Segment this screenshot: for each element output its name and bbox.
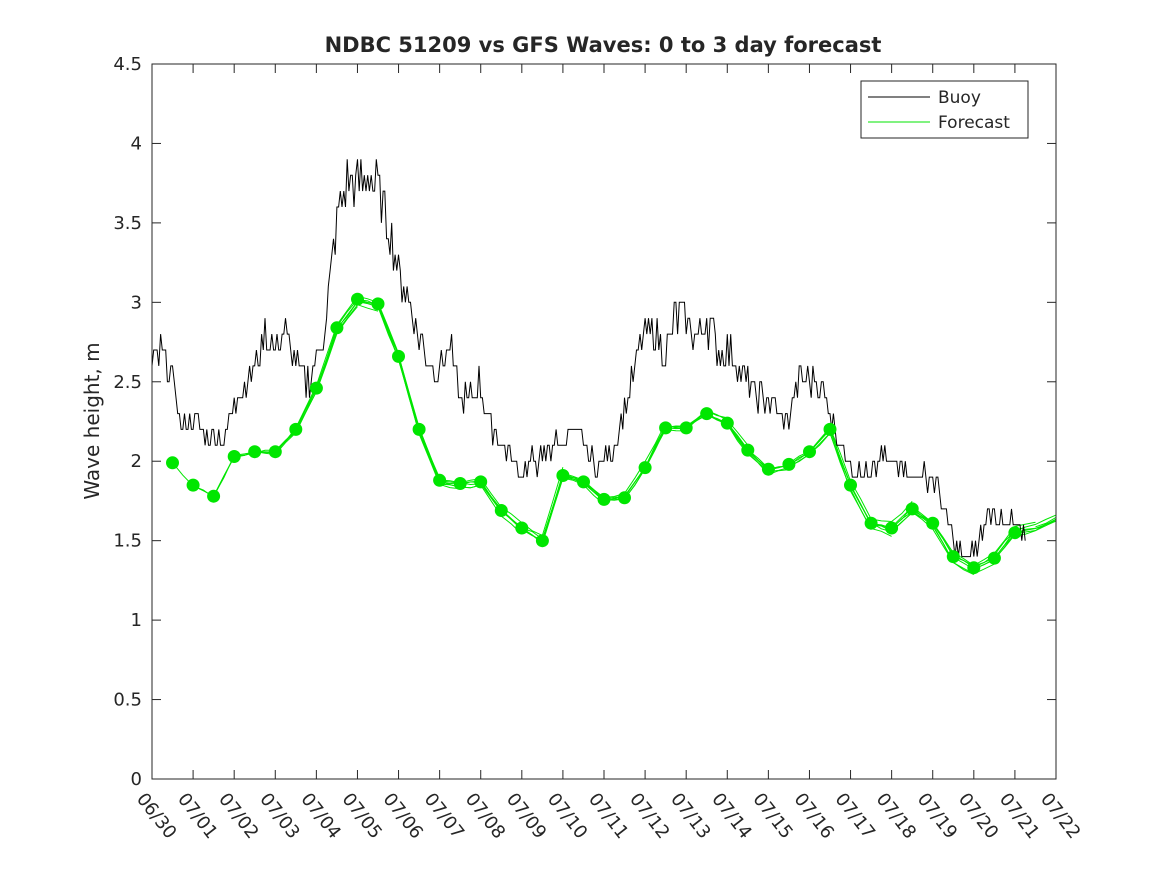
x-tick-label: 07/05 [338,789,386,843]
forecast-point [494,504,508,517]
forecast-point [392,349,405,363]
forecast-point [453,477,467,490]
forecast-point [885,521,899,535]
y-tick-label: 3.5 [113,213,142,234]
forecast-point [412,422,426,436]
legend-forecast-label: Forecast [938,113,1010,133]
forecast-point [761,462,775,476]
x-tick-label: 07/15 [748,789,796,843]
y-tick-label: 3 [131,292,142,313]
y-tick-label: 2.5 [113,372,142,393]
forecast-point [309,381,323,395]
y-tick-label: 1.5 [113,531,142,552]
x-tick-label: 07/07 [420,789,468,843]
x-tick-label: 07/04 [296,789,344,843]
forecast-point [946,550,960,564]
legend-box [860,80,1029,139]
forecast-cycle-line [994,518,1057,559]
y-tick-label: 4 [131,133,142,154]
buoy-line [151,159,1026,558]
forecast-point [474,475,488,489]
forecast-point [1008,526,1022,540]
plot-lines [151,159,1057,576]
forecast-point [166,456,179,470]
x-tick-label: 07/14 [707,789,755,843]
forecast-point [803,445,816,459]
x-tick-label: 07/10 [543,789,591,843]
forecast-point [659,421,673,435]
forecast-cycle-line [1035,516,1057,528]
forecast-cycle-line [829,427,954,563]
forecast-point [987,551,1001,565]
x-tick-label: 07/21 [995,789,1043,843]
forecast-point [638,461,652,475]
forecast-point [618,491,631,505]
y-axis-label: Wave height, m [80,342,104,499]
y-tick-label: 1 [131,610,142,631]
forecast-cycle-line [788,426,913,523]
x-tick-label: 07/06 [379,789,427,843]
forecast-cycle-line [1014,519,1057,535]
forecast-point [535,534,549,548]
x-tick-label: 07/16 [790,789,838,843]
legend: Buoy Forecast [860,80,1029,139]
forecast-point [700,407,714,421]
x-tick-label: 07/18 [872,789,920,843]
forecast-cycle-line [562,429,687,501]
forecast-point [207,489,221,503]
forecast-point [844,478,857,492]
x-tick-label: 07/02 [214,789,262,843]
x-tick-label: 06/30 [132,789,180,843]
y-tick-label: 2 [131,451,142,472]
y-tick-label: 0.5 [113,690,142,711]
x-tick-label: 07/20 [954,789,1002,843]
plot-markers [166,292,1022,575]
y-axis: 0 0.5 1 1.5 2 2.5 3 3.5 4 4.5 [113,54,1056,790]
forecast-point [227,450,241,463]
y-tick-label: 0 [131,769,142,790]
x-tick-label: 07/01 [173,789,221,843]
forecast-point [864,516,878,530]
forecast-point [597,492,611,506]
forecast-point [556,469,570,482]
forecast-point [679,421,693,435]
forecast-cycle-line [254,304,379,453]
x-tick-label: 07/03 [255,789,303,843]
forecast-point [268,445,282,459]
x-tick-label: 07/08 [461,789,509,843]
forecast-point [741,443,755,457]
x-tick-label: 07/22 [1036,789,1084,843]
forecast-point [905,502,919,516]
legend-buoy-label: Buoy [938,88,981,108]
forecast-point [823,422,837,436]
forecast-cycle-line [336,300,461,490]
y-tick-label: 4.5 [113,54,142,75]
chart-title: NDBC 51209 vs GFS Waves: 0 to 3 day fore… [325,33,882,57]
x-tick-label: 07/11 [584,789,632,843]
x-tick-label: 07/12 [625,789,673,843]
x-tick-label: 07/13 [666,789,714,843]
x-tick-label: 07/09 [502,789,550,843]
x-tick-label: 07/19 [913,789,961,843]
forecast-point [926,516,940,530]
forecast-point [433,473,447,487]
forecast-point [186,478,200,492]
forecast-point [515,521,529,535]
forecast-point [248,445,262,459]
forecast-point [371,297,385,311]
forecast-cycle-line [192,388,317,499]
forecast-point [289,422,303,436]
forecast-cycle-line [357,299,481,489]
forecast-point [782,457,796,471]
forecast-point [577,475,590,489]
x-tick-label: 07/17 [831,789,879,843]
forecast-point [351,292,364,306]
forecast-point [330,321,344,335]
forecast-point [967,561,981,575]
forecast-point [720,416,734,430]
plot-frame [151,63,1057,780]
